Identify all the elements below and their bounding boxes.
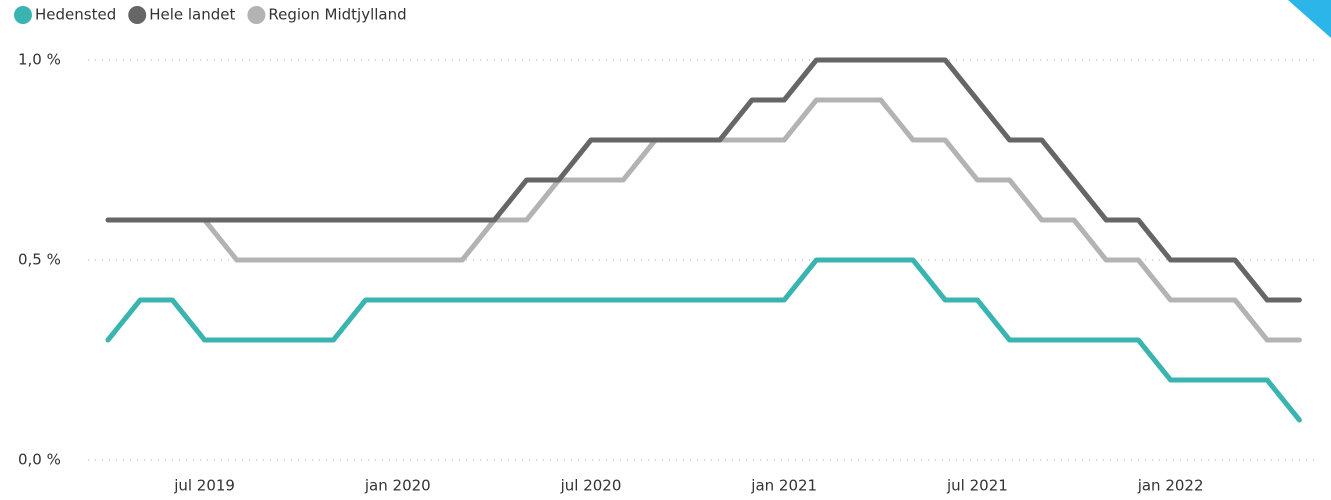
corner-decoration xyxy=(1288,0,1331,38)
x-tick-label: jul 2021 xyxy=(946,477,1008,495)
series-line xyxy=(105,57,1302,303)
legend-marker xyxy=(14,6,32,24)
x-tick-label: jan 2021 xyxy=(750,477,817,495)
series-line xyxy=(105,257,1302,423)
legend-label: Region Midtjylland xyxy=(268,6,406,24)
y-tick-label: 1,0 % xyxy=(18,51,61,69)
y-tick-label: 0,5 % xyxy=(18,251,61,269)
y-tick-label: 0,0 % xyxy=(18,451,61,469)
legend-label: Hedensted xyxy=(35,6,116,24)
legend-marker xyxy=(247,6,266,24)
x-tick-label: jan 2020 xyxy=(364,477,431,495)
x-tick-label: jan 2022 xyxy=(1137,477,1204,495)
legend-label: Hele landet xyxy=(149,6,235,24)
x-tick-label: jul 2020 xyxy=(560,477,622,495)
x-tick-label: jul 2019 xyxy=(173,477,235,495)
legend-marker xyxy=(128,6,147,24)
